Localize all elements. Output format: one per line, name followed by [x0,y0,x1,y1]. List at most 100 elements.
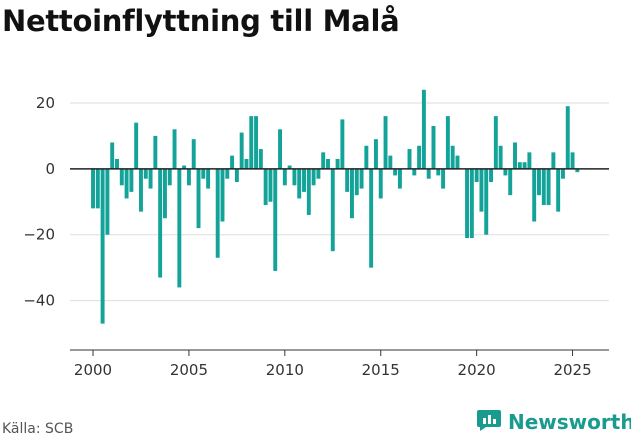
bar [575,168,580,173]
bar [326,158,330,169]
bar [91,168,95,209]
bar [489,168,493,182]
y-tick-label: 0 [45,160,55,178]
bar [124,168,129,199]
bar [388,155,393,169]
bar [407,149,412,169]
bar [426,168,431,179]
bar [546,168,551,206]
x-tick-label: 2010 [266,361,304,379]
bar [474,168,479,182]
page-title: Nettoinflyttning till Malå [2,4,400,38]
bar [153,135,158,169]
bar [383,116,388,169]
bar [493,116,498,169]
bar [196,168,201,229]
bar [158,168,163,278]
bar-chart-badge-icon [476,408,502,436]
bar [263,168,268,206]
bar [565,106,570,169]
bar [455,155,460,169]
y-tick-label: −20 [23,226,55,244]
bar [167,168,172,186]
bar [373,139,378,169]
bar [254,116,259,169]
bar [527,152,532,169]
bar [441,168,446,189]
bar [244,158,249,169]
bar [143,168,148,179]
bar [412,168,417,176]
bar [513,142,517,169]
bar [556,168,561,212]
bar [249,116,254,169]
bar [445,116,450,169]
bar [225,168,230,179]
bar [148,168,153,189]
bar [417,145,422,169]
bar [364,145,369,169]
bar [115,158,119,169]
x-tick-label: 2020 [458,361,496,379]
bar [230,155,235,169]
bar [206,168,211,189]
bar [335,158,340,169]
bar [316,168,321,179]
bar [162,168,167,219]
bar [311,168,316,186]
bar [532,168,537,222]
bar [282,168,287,186]
bar [129,168,134,192]
bar [287,165,292,169]
bar [340,119,345,169]
bar [139,168,143,212]
bar [105,168,110,235]
bar [537,168,541,196]
bar [359,168,364,189]
bars [91,89,580,324]
bar [508,168,513,196]
bar [191,139,196,169]
bar [330,168,335,252]
bar [350,168,354,219]
bar [378,168,383,199]
bar [465,168,470,238]
bar [369,168,374,268]
bar [306,168,311,215]
bar [541,168,546,206]
bar [100,168,105,324]
bar [215,168,220,258]
bar [484,168,489,235]
bar [278,129,283,169]
y-tick-label: −40 [23,292,55,310]
x-tick-label: 2025 [553,361,591,379]
bar [201,168,206,179]
bar [431,126,436,169]
bar [220,168,225,222]
brand-name: Newsworthy [508,410,631,434]
bar [302,168,306,192]
bar [95,168,100,209]
bar [172,129,177,169]
bar [268,168,273,202]
bar [570,152,575,169]
bar [436,168,441,176]
bar [321,152,326,169]
bar [297,168,302,199]
bar [551,152,556,169]
grid-lines [70,102,609,302]
bar [177,168,182,288]
x-tick-label: 2000 [74,361,112,379]
bar [560,168,565,179]
bar [110,142,115,169]
bar [186,168,191,186]
bar [479,168,484,212]
axes: 20 0 −20 −40 2000 2005 2010 2015 2020 2025 [23,94,609,379]
bar [258,149,263,169]
bar [517,162,522,169]
bar [498,145,503,169]
x-tick-label: 2015 [362,361,400,379]
bar [503,168,508,176]
bar [239,132,244,169]
x-tick-label: 2005 [170,361,208,379]
